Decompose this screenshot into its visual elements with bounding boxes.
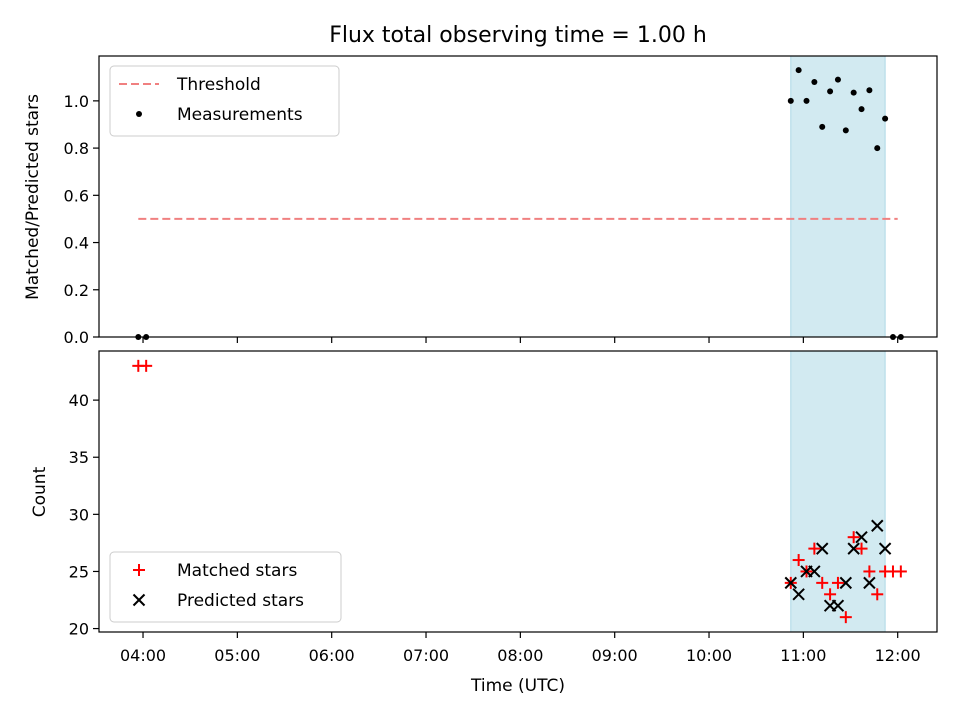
bottom-y-axis-label: Count <box>30 466 50 517</box>
bottom-plus-point <box>847 531 860 544</box>
top-dot-point <box>874 145 881 152</box>
top-y-tick-label: 0.4 <box>64 234 89 253</box>
top-dot-point <box>787 97 794 104</box>
bottom-x-tick-label: 06:00 <box>309 646 355 665</box>
bottom-x-point <box>878 542 892 555</box>
bottom-plus-point <box>792 554 805 567</box>
bottom-x-point <box>816 542 829 555</box>
x-axis-label: Time (UTC) <box>470 676 565 696</box>
bottom-plus-point <box>824 588 837 601</box>
top-dot-point <box>795 67 802 74</box>
top-legend-label: Threshold <box>176 75 261 95</box>
bottom-series-predicted-stars <box>784 519 892 612</box>
bottom-x-tick-label: 04:00 <box>120 646 166 665</box>
bottom-x-point <box>855 530 868 544</box>
bottom-x-point <box>847 542 860 555</box>
bottom-x-tick-label: 05:00 <box>214 646 260 665</box>
top-dot-point <box>803 97 810 104</box>
top-y-tick-label: 0.6 <box>64 186 89 205</box>
bottom-legend: Matched stars Predicted stars <box>109 551 342 623</box>
bottom-x-tick-label: 07:00 <box>403 646 449 665</box>
top-panel: 0.0 0.2 0.4 0.6 0.8 1.0 Threshold Measurements <box>64 55 938 347</box>
bottom-legend-label: Matched stars <box>177 561 297 581</box>
bottom-plus-point <box>863 565 876 578</box>
top-dot-point <box>819 123 826 130</box>
bottom-x-tick-label: 11:00 <box>780 646 826 665</box>
bottom-plus-point <box>871 588 884 601</box>
bottom-x-point <box>839 576 853 590</box>
top-legend-box <box>109 65 340 137</box>
bottom-plus-point <box>839 611 852 624</box>
bottom-plus-point <box>855 542 868 555</box>
bottom-legend-swatch <box>133 564 145 576</box>
bottom-x-tick-label: 08:00 <box>497 646 543 665</box>
chart-title: Flux total observing time = 1.00 h <box>329 23 707 48</box>
bottom-x-tick-label: 12:00 <box>875 646 921 665</box>
top-dot-point <box>850 89 857 96</box>
bottom-legend-box <box>109 551 342 623</box>
top-dot-point <box>842 127 849 134</box>
bottom-x-point <box>831 599 845 612</box>
top-dot-point <box>811 78 818 85</box>
top-dot-point <box>866 87 873 94</box>
bottom-y-tick-label: 35 <box>69 448 89 467</box>
top-highlight-span <box>790 55 886 338</box>
top-dot-point <box>827 88 834 95</box>
bottom-x-point <box>792 588 805 601</box>
top-y-tick-label: 0.8 <box>64 139 89 158</box>
top-legend: Threshold Measurements <box>109 65 340 137</box>
bottom-plus-point <box>894 565 907 578</box>
bottom-x-point <box>808 565 821 578</box>
top-dot-point <box>882 115 889 122</box>
bottom-legend-swatch <box>132 593 146 607</box>
top-legend-label: Measurements <box>177 105 303 125</box>
top-y-axis-label: Matched/Predicted stars <box>23 94 43 300</box>
top-dot-point <box>858 106 865 113</box>
bottom-plus-point <box>808 542 821 555</box>
bottom-x-point <box>784 576 797 590</box>
bottom-panel: 20 25 30 35 40 04:00 05:00 06:00 07:00 08:00 09:00… <box>69 350 938 665</box>
top-y-tick-label: 0.2 <box>64 281 89 300</box>
bottom-y-tick-label: 30 <box>69 505 89 524</box>
top-dot-point <box>834 76 841 83</box>
top-series-measurements <box>135 67 904 340</box>
bottom-legend-label: Predicted stars <box>177 591 304 611</box>
bottom-y-tick-label: 20 <box>69 620 89 639</box>
top-y-tick-label: 1.0 <box>64 92 89 111</box>
top-y-tick-label: 0.0 <box>64 328 89 347</box>
bottom-plus-point <box>816 576 829 589</box>
bottom-x-tick-label: 10:00 <box>686 646 732 665</box>
bottom-highlight-span <box>790 350 886 633</box>
bottom-x-tick-label: 09:00 <box>592 646 638 665</box>
bottom-y-tick-label: 25 <box>69 562 89 581</box>
bottom-axes-frame <box>98 350 938 633</box>
top-legend-swatch <box>136 111 142 117</box>
bottom-y-tick-label: 40 <box>69 391 89 410</box>
top-axes-frame <box>98 55 938 338</box>
bottom-plus-point <box>831 576 844 589</box>
bottom-series-matched-stars <box>132 359 907 624</box>
bottom-x-point <box>871 519 884 532</box>
bottom-x-point <box>863 576 876 590</box>
bottom-plus-point <box>140 359 153 372</box>
